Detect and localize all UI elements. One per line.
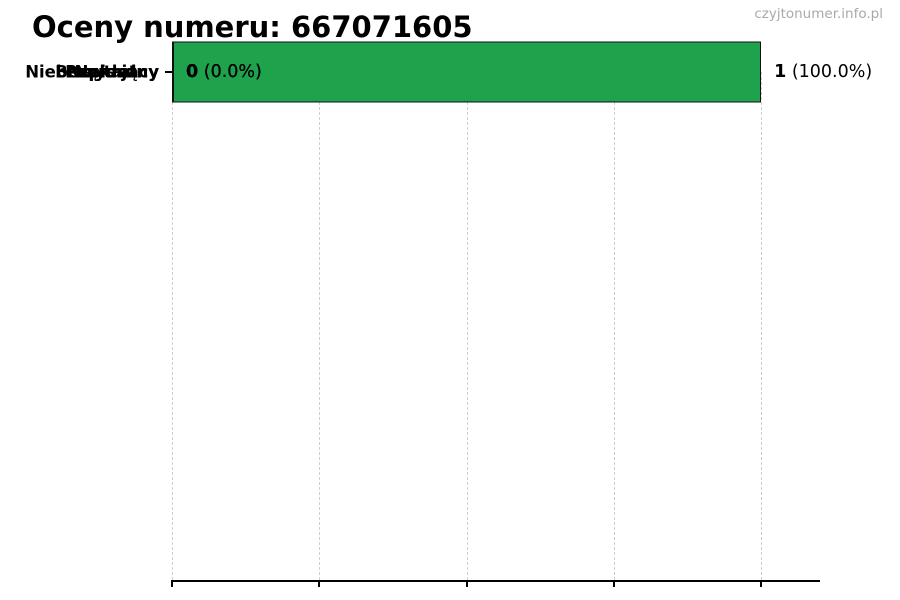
category-label: Neutralny bbox=[66, 62, 159, 82]
gridline bbox=[761, 72, 763, 580]
category-label: Niebezpieczny bbox=[25, 62, 159, 82]
value-label: 0 (0.0%) bbox=[186, 62, 262, 82]
value-count: 0 bbox=[186, 62, 199, 82]
value-percent: (100.0%) bbox=[786, 62, 873, 82]
plot-area: Przydatny 1 (100.0%) Bezpieczny 0 (0.0%) Neu… bbox=[25, 41, 872, 587]
chart-title: Oceny numeru: 667071605 bbox=[32, 10, 473, 44]
bar bbox=[172, 41, 762, 103]
value-label: 0 (0.0%) bbox=[186, 62, 262, 82]
value-label: 0 (0.0%) bbox=[186, 62, 262, 82]
bar bbox=[172, 41, 174, 103]
gridline bbox=[172, 72, 173, 580]
value-percent: (0.0%) bbox=[198, 62, 262, 82]
value-count: 0 bbox=[186, 62, 199, 82]
gridline bbox=[319, 72, 321, 580]
gridline bbox=[466, 72, 468, 580]
y-axis-tick bbox=[165, 71, 172, 73]
gridline bbox=[613, 72, 615, 580]
value-count: 0 bbox=[186, 62, 199, 82]
x-axis-tick bbox=[465, 580, 468, 587]
value-percent: (0.0%) bbox=[198, 62, 262, 82]
watermark: czyjtonumer.info.pl bbox=[754, 6, 883, 22]
x-axis-tick bbox=[171, 580, 173, 587]
x-axis-tick bbox=[760, 580, 763, 587]
value-label: 1 (100.0%) bbox=[774, 62, 872, 82]
category-label: Bezpieczny bbox=[55, 62, 159, 82]
value-count: 0 bbox=[186, 62, 199, 82]
x-axis-tick bbox=[612, 580, 615, 587]
category-label: Przydatny bbox=[65, 62, 159, 82]
value-percent: (0.0%) bbox=[198, 62, 262, 82]
category-label: Nękający bbox=[74, 62, 159, 82]
x-axis-tick bbox=[318, 580, 321, 587]
value-label: 0 (0.0%) bbox=[186, 62, 262, 82]
value-percent: (0.0%) bbox=[198, 62, 262, 82]
value-count: 1 bbox=[774, 62, 787, 82]
